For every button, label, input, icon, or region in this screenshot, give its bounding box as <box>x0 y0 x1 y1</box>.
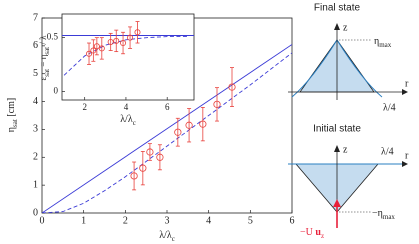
data-point <box>174 128 182 136</box>
x-tick-label: 2 <box>82 102 87 112</box>
quarter-label: λ/4 <box>383 102 396 113</box>
z-label: z <box>343 144 348 155</box>
z-label: z <box>343 22 348 33</box>
eta-sub: max <box>379 41 392 49</box>
eta-label: −ηmax <box>372 208 395 220</box>
y-tick-label: 7 <box>33 12 38 23</box>
y-label-part: / λ <box>38 35 48 47</box>
y-label-part: = η <box>38 54 48 69</box>
plot-content <box>42 44 292 213</box>
y-label-sub: sat <box>43 47 51 55</box>
y-tick-label: 0.5 <box>47 32 59 42</box>
diagram: Final state z ηmax r λ/4 Initial state z… <box>288 3 409 240</box>
arrow-head <box>334 23 340 30</box>
x-tick-label: 2 <box>123 215 128 226</box>
data-point <box>228 83 236 91</box>
x-tick-label: 6 <box>290 215 295 226</box>
velocity-part: −U <box>300 227 315 238</box>
y-tick-label: 2 <box>33 152 38 163</box>
data-point <box>130 172 138 180</box>
data-point <box>93 43 100 50</box>
x-label: λ/λc <box>159 230 175 242</box>
series-line <box>63 36 188 76</box>
data-point <box>86 50 93 57</box>
velocity-label: −U uz <box>300 227 324 239</box>
data-point <box>199 120 207 128</box>
data-point <box>185 121 193 129</box>
x-tick-label: 6 <box>165 102 170 112</box>
y-tick-label: 5 <box>33 68 38 79</box>
r-label: r <box>405 150 409 161</box>
velocity-part: u <box>315 227 321 238</box>
x-tick-label: 3 <box>165 215 170 226</box>
y-tick-label: 0 <box>54 85 59 95</box>
arrow-head <box>334 145 340 152</box>
data-point <box>134 29 141 36</box>
data-point <box>127 34 134 41</box>
data-point <box>107 38 114 45</box>
x-label-part: λ/λ <box>159 230 172 241</box>
data-point <box>146 148 154 156</box>
eta-label: ηmax <box>374 36 392 48</box>
eta-sub: max <box>383 213 396 221</box>
diagram-title: Final state <box>314 3 361 14</box>
x-tick-label: 4 <box>124 102 129 112</box>
data-point <box>90 47 97 54</box>
inset-y-label: εsat = ηsat / λ <box>38 35 51 81</box>
data-point <box>156 153 164 161</box>
x-label-part: λ/λ <box>120 114 133 125</box>
x-tick-label: 1 <box>81 215 86 226</box>
y-label: ηsat [cm] <box>6 98 18 132</box>
data-point <box>120 40 127 47</box>
inset: 2 4 6 0 0.5 <box>47 13 195 112</box>
x-label-sub: c <box>172 235 175 243</box>
y-label-part: [cm] <box>6 98 17 119</box>
r-label: r <box>405 78 409 89</box>
data-point <box>139 164 147 172</box>
y-label-sub: sat <box>43 69 51 77</box>
arrow-head <box>402 89 408 95</box>
x-tick-label: 0 <box>40 215 45 226</box>
y-tick-label: 1 <box>33 179 38 190</box>
velocity-sub: z <box>321 232 324 240</box>
y-tick-label: 0 <box>33 207 38 218</box>
eta-part: −η <box>372 208 383 219</box>
y-tick-label: 6 <box>33 40 38 51</box>
y-tick-label: 3 <box>33 124 38 135</box>
arrow-head <box>402 161 408 167</box>
data-point <box>98 45 105 52</box>
data-point <box>113 37 120 44</box>
series-line <box>42 52 292 213</box>
data-point <box>213 100 221 108</box>
plot-area <box>61 13 195 101</box>
diagram-title: Initial state <box>313 124 361 135</box>
y-label-part: ε <box>38 77 48 81</box>
x-label-sub: c <box>133 119 136 127</box>
y-label-sub: sat <box>11 119 19 127</box>
y-tick-label: 4 <box>33 96 38 107</box>
series-line <box>42 44 292 213</box>
y-label-part: η <box>6 127 17 132</box>
arrow-head <box>333 199 341 207</box>
plot-content <box>62 21 194 76</box>
inset-x-label: λ/λc <box>120 114 136 126</box>
x-tick-label: 5 <box>248 215 253 226</box>
x-tick-label: 4 <box>206 215 211 226</box>
quarter-label: λ/4 <box>381 146 394 157</box>
eta-part: η <box>374 36 379 47</box>
